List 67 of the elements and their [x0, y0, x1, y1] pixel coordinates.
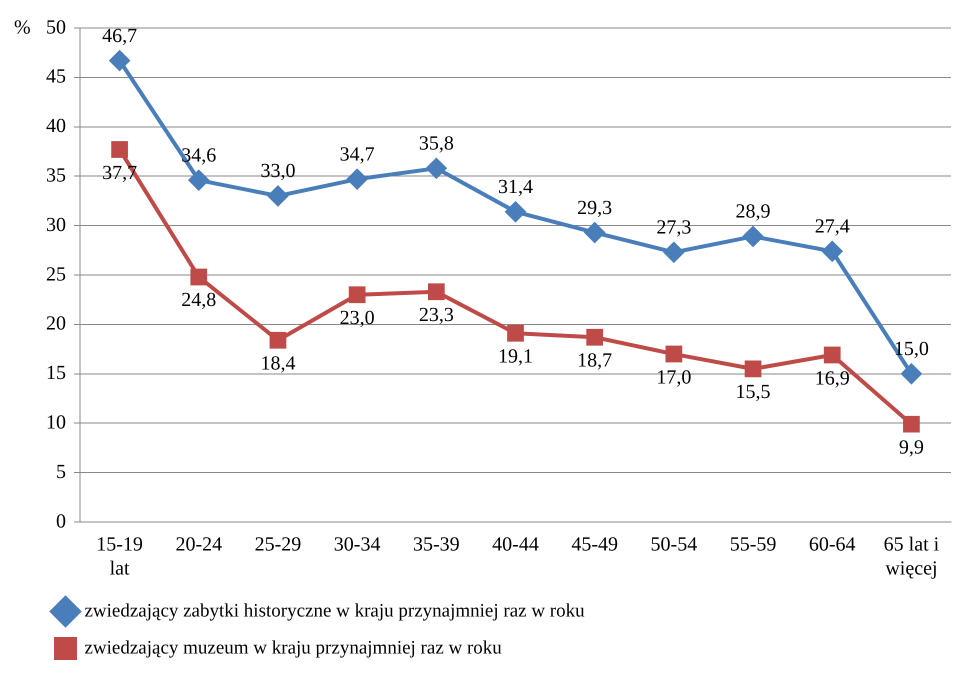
point	[664, 242, 684, 262]
data-label: 17,0	[656, 366, 692, 388]
point	[111, 141, 128, 158]
y-tick-label: 50	[46, 16, 66, 38]
data-label: 46,7	[102, 24, 138, 47]
y-tick-label: 25	[46, 263, 66, 286]
point	[901, 364, 922, 384]
legend-label: zwiedzający zabytki historyczne w kraju przynajmniej raz w roku	[84, 600, 586, 622]
point	[506, 202, 526, 222]
x-tick-label: 15-19 lat	[96, 533, 143, 580]
y-tick-label: 40	[46, 115, 66, 138]
data-label: 24,8	[181, 289, 216, 312]
x-tick-label: 30-34	[334, 533, 380, 556]
point	[426, 158, 446, 178]
x-tick-label: 50-54	[650, 533, 698, 556]
x-tick-label: 60-64	[808, 533, 856, 556]
data-label: 23,3	[418, 304, 454, 326]
point	[666, 346, 682, 362]
data-label: 29,3	[577, 196, 612, 219]
point	[586, 328, 604, 346]
y-tick-label: 5	[56, 460, 66, 483]
point	[507, 324, 524, 342]
data-label: 33,0	[260, 160, 296, 182]
data-label: 15,0	[894, 338, 929, 360]
x-tick-label: 45-49	[571, 533, 618, 556]
y-tick-label: 45	[46, 66, 66, 88]
data-label: 15,5	[736, 381, 771, 404]
point	[110, 50, 130, 71]
data-label: 23,0	[340, 307, 375, 330]
point	[268, 186, 288, 206]
data-label: 9,9	[898, 436, 924, 458]
x-tick-label: 35-39	[412, 533, 460, 556]
data-label: 18,4	[260, 352, 296, 374]
y-tick-label: 10	[46, 411, 66, 434]
data-label: 19,1	[498, 346, 533, 368]
point	[744, 360, 762, 378]
point	[903, 416, 920, 433]
legend-label: zwiedzający muzeum w kraju przynajmniej raz w roku	[84, 637, 502, 658]
x-tick-label: 55-59	[730, 533, 776, 556]
point	[348, 286, 366, 304]
point	[584, 222, 605, 243]
point	[824, 346, 841, 364]
y-tick-label: 30	[46, 214, 66, 236]
point	[822, 241, 842, 262]
x-tick-label: 40-44	[492, 533, 539, 556]
data-label: 35,8	[418, 132, 454, 155]
x-tick-label: 25-29	[254, 533, 302, 556]
data-label: 34,7	[340, 143, 375, 166]
y-tick-label: 0	[56, 510, 66, 532]
data-label: 27,3	[656, 216, 692, 239]
data-label: 31,4	[498, 176, 533, 198]
data-label: 27,4	[814, 216, 850, 238]
point	[743, 226, 764, 246]
point	[270, 332, 286, 349]
data-label: 28,9	[736, 200, 771, 223]
data-label: 16,9	[814, 367, 850, 390]
y-tick-label: 15	[46, 362, 66, 384]
data-label: 18,7	[577, 349, 612, 372]
y-axis-title: %	[14, 16, 31, 38]
point	[347, 169, 368, 190]
y-tick-label: 20	[46, 312, 66, 335]
point	[188, 170, 209, 190]
point	[428, 283, 445, 300]
x-tick-label: 65 lat i więcej	[884, 533, 940, 580]
y-tick-label: 35	[46, 164, 66, 186]
x-tick-label: 20-24	[175, 533, 222, 556]
point	[190, 268, 208, 286]
